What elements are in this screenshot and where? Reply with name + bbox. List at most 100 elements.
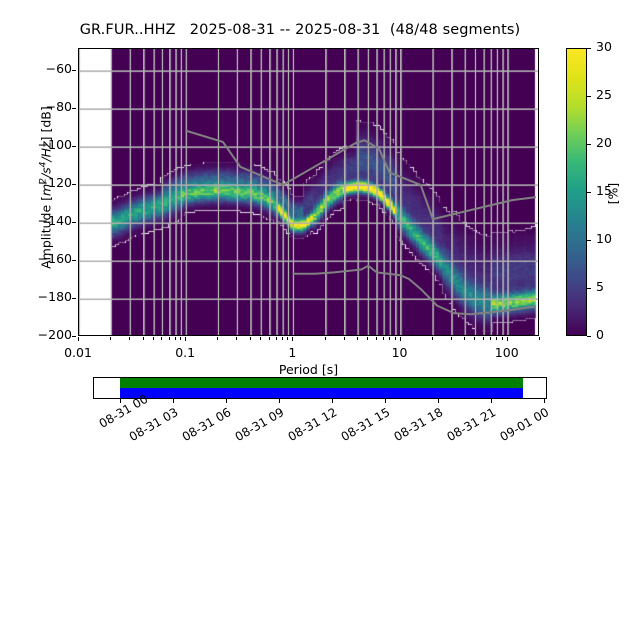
x-axis-tick-mark <box>464 337 466 340</box>
x-axis-tick-label: 10 <box>391 345 408 360</box>
x-axis-tick-label: 1 <box>288 345 297 360</box>
timeline-tick-mark <box>120 399 122 403</box>
page-title: GR.FUR..HHZ 2025-08-31 -- 2025-08-31 (48… <box>79 22 521 38</box>
ppsd-figure: GR.FUR..HHZ 2025-08-31 -- 2025-08-31 (48… <box>20 22 633 469</box>
x-axis-tick-mark <box>260 337 262 340</box>
x-axis-tick-mark <box>343 337 345 340</box>
x-axis-tick-mark <box>482 337 484 340</box>
x-axis-tick-mark <box>281 337 283 340</box>
y-axis-tick-mark <box>72 221 76 223</box>
x-axis-tick-mark <box>382 337 384 340</box>
data-coverage-blue <box>120 388 524 398</box>
colorbar-tick-mark <box>587 96 591 97</box>
x-axis-tick-mark <box>268 337 270 340</box>
y-axis-tick-label: −200 <box>37 327 72 342</box>
ppsd-plot-axes[interactable] <box>78 48 539 336</box>
x-axis-tick-mark <box>142 337 144 340</box>
y-axis-tick-mark <box>72 259 76 261</box>
y-axis-title-text: Amplitude [m2/s4/Hz] [dB] <box>38 106 54 269</box>
y-axis-ticks: −60 −80 −100 −120 −140 −160 −180 −200 <box>20 48 72 342</box>
data-coverage-green <box>120 378 524 388</box>
timeline-tick-mark <box>173 399 175 403</box>
colorbar-tick-label: 5 <box>596 279 604 294</box>
x-axis-tick-mark <box>450 337 452 340</box>
x-axis-tick-mark <box>292 337 294 341</box>
timeline-ticks: 08-31 00 08-31 03 08-31 06 08-31 09 08-31 12… <box>93 391 552 469</box>
colorbar-tick-mark <box>587 336 591 337</box>
colorbar[interactable] <box>566 48 587 336</box>
x-axis-tick-mark <box>217 337 219 340</box>
x-axis-tick-mark <box>168 337 170 340</box>
x-axis-tick-mark <box>394 337 396 340</box>
x-axis-tick-mark <box>161 337 163 340</box>
colorbar-gradient <box>567 49 586 335</box>
x-axis-tick-mark <box>78 337 79 341</box>
timeline-tick-label: 08-31 00 <box>96 391 151 431</box>
y-axis-tick-label: −80 <box>45 98 72 114</box>
x-axis-title: Period [s] <box>278 362 339 377</box>
y-axis-tick-label: −180 <box>37 288 72 304</box>
x-axis-tick-mark <box>539 337 540 340</box>
y-axis-title: Amplitude [m2/s4/Hz] [dB] <box>38 43 53 333</box>
colorbar-tick-mark <box>587 240 591 241</box>
x-axis-tick-mark <box>367 337 369 340</box>
colorbar-tick-mark <box>587 48 591 49</box>
colorbar-tick-label: 0 <box>596 327 604 342</box>
colorbar-tick-label: 15 <box>596 183 612 198</box>
y-axis-tick-mark <box>72 183 76 185</box>
y-axis-tick-label: −120 <box>37 174 72 190</box>
x-axis-tick-mark <box>506 337 508 341</box>
colorbar-tick-label: 25 <box>596 87 612 102</box>
x-axis-tick-mark <box>356 337 358 340</box>
x-axis-tick-mark <box>129 337 131 340</box>
timeline-tick-mark <box>226 399 228 403</box>
y-axis-tick-mark <box>72 145 76 147</box>
x-axis-tick-mark <box>399 337 401 341</box>
y-axis-tick-mark <box>72 336 76 337</box>
y-axis-tick-label: −100 <box>37 136 72 152</box>
timeline-tick-mark <box>279 399 281 403</box>
x-axis-tick-mark <box>275 337 277 340</box>
colorbar-ticks: 0 5 10 15 20 25 30 <box>587 39 633 342</box>
timeline-tick-mark <box>385 399 387 403</box>
x-axis-tick-mark <box>474 337 476 340</box>
x-axis-tick-label: 0.01 <box>64 345 92 360</box>
psd-density-heatmap <box>79 49 538 335</box>
x-axis-tick-mark <box>287 337 289 340</box>
x-axis-tick-mark <box>375 337 377 340</box>
timeline-tick-mark <box>332 399 334 403</box>
data-coverage-timeline[interactable] <box>93 377 547 399</box>
colorbar-tick-label: 30 <box>596 39 612 54</box>
x-axis-tick-mark <box>490 337 492 340</box>
colorbar-tick-mark <box>587 288 591 289</box>
timeline-tick-mark <box>544 399 546 403</box>
colorbar-tick-label: 10 <box>596 231 612 246</box>
colorbar-tick-mark <box>587 144 591 145</box>
x-axis-ticks: 0.01 0.1 1 10 100 <box>64 337 540 367</box>
timeline-tick-mark <box>438 399 440 403</box>
x-axis-tick-mark <box>180 337 182 340</box>
x-axis-tick-mark <box>152 337 154 340</box>
y-axis-tick-mark <box>72 69 76 71</box>
colorbar-title: [%] <box>605 182 621 205</box>
x-axis-tick-mark <box>389 337 391 340</box>
x-axis-tick-mark <box>501 337 503 340</box>
y-axis-tick-mark <box>72 107 76 109</box>
x-axis-tick-mark <box>236 337 238 340</box>
y-axis-tick-label: −140 <box>37 212 72 228</box>
y-axis-tick-mark <box>72 297 76 299</box>
x-axis-tick-mark <box>110 337 112 340</box>
colorbar-tick-mark <box>587 192 591 193</box>
x-axis-tick-label: 0.1 <box>175 345 196 360</box>
x-axis-tick-mark <box>249 337 251 340</box>
x-axis-tick-mark <box>174 337 176 340</box>
x-axis-tick-label: 100 <box>494 345 519 360</box>
x-axis-tick-mark <box>431 337 433 340</box>
timeline-tick-mark <box>491 399 493 403</box>
x-axis-tick-mark <box>324 337 326 340</box>
y-axis-tick-label: −60 <box>45 60 72 76</box>
colorbar-tick-label: 20 <box>596 135 612 150</box>
x-axis-tick-mark <box>185 337 187 341</box>
y-axis-tick-label: −160 <box>37 250 72 266</box>
timeline-tick-label: 09-01 00 <box>497 405 552 445</box>
